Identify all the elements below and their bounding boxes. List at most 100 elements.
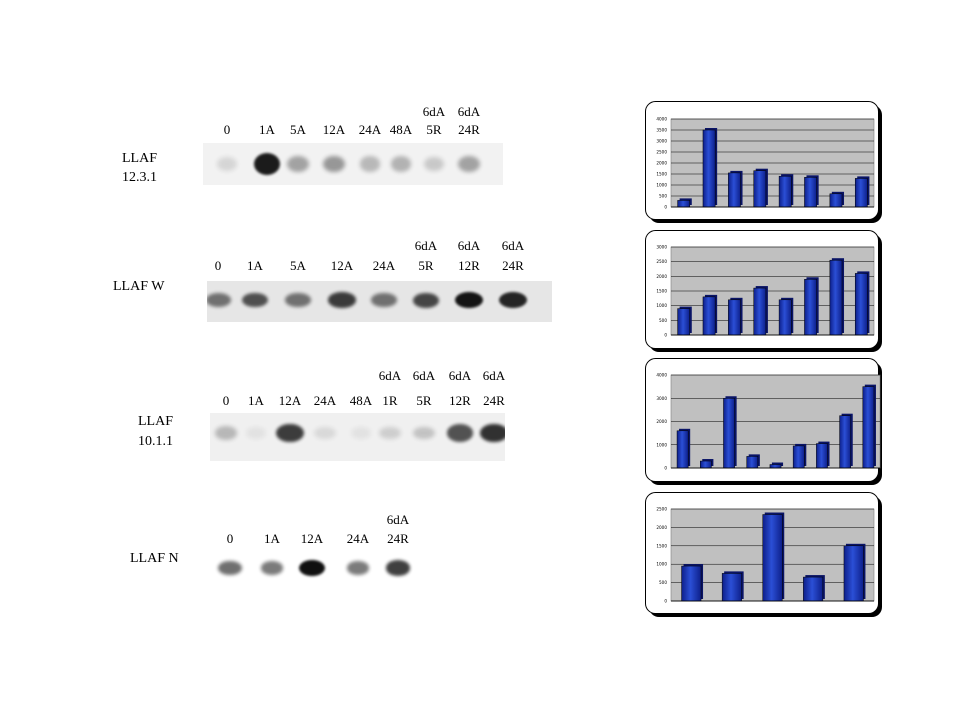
lane-label-bottom: 5A bbox=[290, 258, 306, 273]
bar bbox=[839, 415, 851, 469]
blot-band bbox=[241, 292, 269, 308]
lane-label-bottom: 1A bbox=[264, 531, 280, 546]
chart-svg: 0 1000 2000 3000 4000 bbox=[645, 358, 882, 485]
blot-band bbox=[260, 561, 284, 575]
bar bbox=[721, 573, 742, 602]
blot-band bbox=[253, 153, 280, 175]
lane-label-bottom: 12A bbox=[300, 531, 324, 546]
y-tick-label: 1500 bbox=[656, 543, 667, 548]
y-tick-label: 1000 bbox=[656, 183, 667, 188]
bar bbox=[746, 456, 759, 469]
bar bbox=[723, 398, 735, 469]
blot-band bbox=[217, 157, 237, 171]
bar-chart-4: 0 500 1000 1500 2000 2500 bbox=[645, 492, 883, 618]
lane-label-bottom: 0 bbox=[223, 122, 231, 137]
blot-band bbox=[207, 293, 231, 307]
lane-label-bottom: 12R bbox=[449, 393, 471, 408]
lane-label-top: 6dA bbox=[448, 368, 472, 383]
bar bbox=[681, 565, 702, 602]
y-tick-label: 1000 bbox=[656, 562, 667, 567]
lane-label-top: 6dA bbox=[412, 368, 436, 383]
bar bbox=[778, 299, 792, 336]
blot-band bbox=[328, 292, 356, 308]
panel-name-line2: 10.1.1 bbox=[138, 434, 173, 449]
y-tick-label: 0 bbox=[664, 333, 667, 338]
y-tick-label: 2000 bbox=[656, 161, 667, 166]
panel-name: LLAF N bbox=[130, 551, 179, 566]
blot-band bbox=[350, 427, 372, 439]
y-tick-label: 4000 bbox=[656, 373, 667, 378]
blot-band bbox=[314, 426, 336, 439]
lane-label-top: 6dA bbox=[457, 104, 481, 119]
lane-label-bottom: 24R bbox=[387, 531, 409, 546]
lane-label-top: 6dA bbox=[386, 512, 410, 527]
bar bbox=[677, 200, 691, 208]
blot-band bbox=[323, 155, 345, 173]
blot-band bbox=[390, 156, 412, 172]
lane-label-bottom: 24R bbox=[458, 122, 480, 137]
y-tick-label: 500 bbox=[659, 318, 667, 323]
blot-band bbox=[276, 424, 304, 442]
lane-label-bottom: 5R bbox=[418, 258, 434, 273]
lane-label-bottom: 12A bbox=[330, 258, 354, 273]
blot-band bbox=[412, 426, 436, 440]
chart-svg: 0 500 1000 1500 2000 2500 3000 bbox=[645, 230, 882, 352]
bar bbox=[854, 178, 868, 208]
blot-image bbox=[203, 143, 503, 185]
blot-band bbox=[371, 293, 397, 307]
bar bbox=[753, 287, 767, 336]
bar-chart-1: 0 500 1000 1500 2000 2500 3000 3500 4000 bbox=[645, 101, 883, 224]
lane-label-bottom: 1A bbox=[247, 258, 263, 273]
blot-band bbox=[412, 292, 440, 308]
blot-image bbox=[212, 552, 422, 588]
lane-label-top: 6dA bbox=[482, 368, 506, 383]
lane-label-bottom: 5A bbox=[290, 122, 306, 137]
chart-svg: 0 500 1000 1500 2000 2500 bbox=[645, 492, 882, 617]
lane-label-bottom: 24A bbox=[346, 531, 370, 546]
bar bbox=[862, 386, 875, 469]
lane-label-bottom: 5R bbox=[426, 122, 442, 137]
blot-image bbox=[210, 413, 505, 461]
y-tick-label: 2000 bbox=[656, 419, 667, 424]
panel-name: LLAF W bbox=[113, 279, 165, 294]
lane-label-bottom: 0 bbox=[222, 393, 230, 408]
y-tick-label: 3000 bbox=[656, 139, 667, 144]
lane-label-bottom: 24R bbox=[483, 393, 505, 408]
bar-depth bbox=[771, 462, 784, 466]
chart-svg: 0 500 1000 1500 2000 2500 3000 3500 4000 bbox=[645, 101, 882, 223]
bar bbox=[677, 308, 691, 336]
y-tick-label: 2500 bbox=[656, 507, 667, 512]
bar bbox=[702, 129, 716, 208]
y-tick-label: 0 bbox=[664, 466, 667, 471]
bar bbox=[829, 193, 843, 208]
blot-band bbox=[379, 426, 401, 440]
lane-label-bottom: 24A bbox=[313, 393, 337, 408]
panel-name-line1: LLAF bbox=[138, 414, 173, 429]
blot-band bbox=[359, 156, 381, 172]
y-tick-label: 500 bbox=[659, 194, 667, 199]
y-tick-label: 3500 bbox=[656, 128, 667, 133]
blot-image bbox=[207, 281, 552, 322]
lane-label-bottom: 48A bbox=[389, 122, 413, 137]
bar bbox=[769, 464, 782, 469]
lane-label-bottom: 1A bbox=[259, 122, 275, 137]
bar bbox=[829, 259, 843, 336]
y-tick-label: 2500 bbox=[656, 150, 667, 155]
lane-label-bottom: 0 bbox=[226, 531, 234, 546]
panel-name-line2: 12.3.1 bbox=[122, 170, 157, 185]
y-tick-label: 3000 bbox=[656, 245, 667, 250]
y-tick-label: 500 bbox=[659, 580, 667, 585]
lane-label-bottom: 0 bbox=[214, 258, 222, 273]
bar bbox=[804, 279, 817, 336]
blot-band bbox=[287, 155, 309, 173]
blot-band bbox=[499, 291, 527, 309]
bar bbox=[854, 273, 868, 336]
bar bbox=[843, 545, 864, 602]
y-tick-label: 1500 bbox=[656, 172, 667, 177]
y-tick-label: 3000 bbox=[656, 396, 667, 401]
bar bbox=[778, 175, 792, 208]
lane-label-bottom: 24R bbox=[502, 258, 524, 273]
y-tick-label: 4000 bbox=[656, 117, 667, 122]
lane-label-top: 6dA bbox=[414, 238, 438, 253]
lane-label-bottom: 12A bbox=[322, 122, 346, 137]
